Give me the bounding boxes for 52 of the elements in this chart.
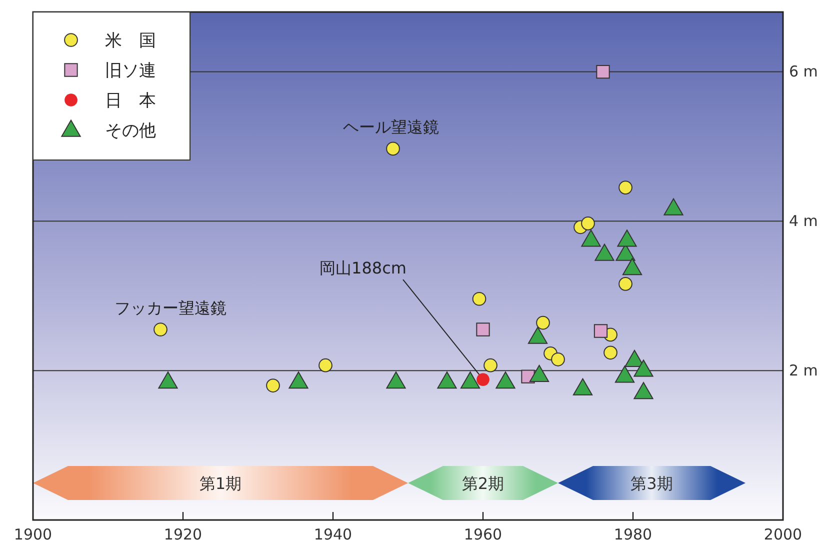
point xyxy=(386,372,406,389)
point xyxy=(604,346,618,360)
point xyxy=(484,358,498,372)
point xyxy=(618,180,632,194)
legend-label: 旧ソ連 xyxy=(105,61,156,81)
point xyxy=(634,360,654,377)
point xyxy=(529,364,550,382)
x-tick-label: 1960 xyxy=(464,526,502,544)
band-label: 第1期 xyxy=(199,474,242,493)
legend-label: 米 国 xyxy=(105,31,156,51)
point xyxy=(594,244,614,261)
point xyxy=(266,378,280,392)
point xyxy=(634,382,654,400)
legend-label: その他 xyxy=(105,121,156,141)
point xyxy=(528,326,548,344)
point xyxy=(437,372,457,389)
point xyxy=(460,372,480,389)
y-tick-label: 6 m xyxy=(789,62,818,81)
point xyxy=(476,322,490,336)
point xyxy=(581,216,595,230)
x-tick-label: 1920 xyxy=(164,526,202,544)
point xyxy=(618,277,632,291)
point xyxy=(596,64,610,79)
point xyxy=(476,373,490,386)
point xyxy=(581,230,601,247)
y-tick-label: 2 m xyxy=(789,361,818,380)
point xyxy=(386,142,400,156)
point xyxy=(496,372,516,389)
x-tick-label: 2000 xyxy=(764,526,802,544)
legend-label: 日 本 xyxy=(105,91,156,111)
x-tick-label: 1980 xyxy=(614,526,652,544)
annotation: 岡山188cm xyxy=(320,258,406,278)
point xyxy=(594,324,608,338)
x-tick-label: 1940 xyxy=(314,526,352,544)
point xyxy=(536,316,550,330)
point xyxy=(617,230,637,247)
point xyxy=(622,258,642,276)
x-tick-label: 1900 xyxy=(14,526,52,544)
point xyxy=(318,358,332,372)
point xyxy=(614,366,635,383)
point xyxy=(572,378,593,396)
y-tick-label: 4 m xyxy=(789,212,818,230)
point xyxy=(472,292,486,306)
annotation: ヘール望遠鏡 xyxy=(343,118,439,137)
band-label: 第3期 xyxy=(630,474,673,493)
point xyxy=(551,352,565,366)
point xyxy=(154,322,168,336)
band-label: 第2期 xyxy=(462,474,504,493)
point xyxy=(664,198,684,216)
annotation: フッカー望遠鏡 xyxy=(114,298,226,318)
point xyxy=(288,372,308,389)
point xyxy=(158,372,178,389)
